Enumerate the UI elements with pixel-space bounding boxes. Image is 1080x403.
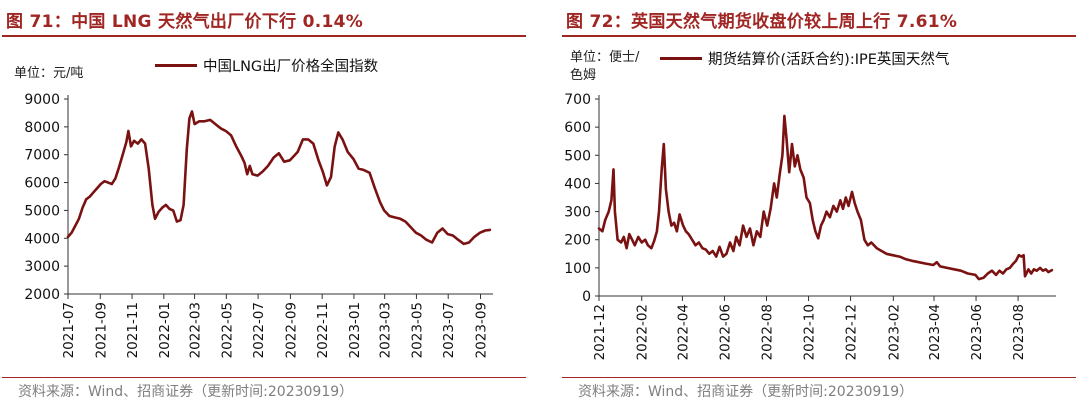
series-line [66,110,492,246]
x-tick-label: 2023-02 [886,304,902,360]
x-tick-label: 2023-07 [441,302,457,358]
unit-label-line1: 单位：便士/ [570,50,640,65]
y-tick-label: 300 [564,205,591,221]
chart-title: 图 72：英国天然气期货收盘价较上周上行 7.61% [566,12,958,32]
y-tick-label: 9000 [24,92,60,108]
chart-panel-lng: 图 71：中国 LNG 天然气出厂价下行 0.14% 单位：元/吨 中国LNG出… [0,0,530,403]
x-tick-label: 2022-09 [283,302,299,358]
y-tick-label: 3000 [24,259,60,275]
y-tick-label: 8000 [24,120,60,136]
legend-label: 中国LNG出厂价格全国指数 [203,59,379,75]
x-tick-label: 2023-05 [409,302,425,358]
line-chart: 2000 3000 4000 5000 6000 7000 8000 9000 2021-07 2… [24,92,493,358]
x-tick-label: 2021-12 [592,304,608,360]
y-tick-label: 200 [564,233,591,249]
x-tick-label: 2023-04 [927,304,943,360]
x-tick-label: 2023-03 [378,302,394,358]
x-tick-label: 2022-06 [717,304,733,360]
x-tick-label: 2022-03 [188,302,204,358]
x-tick-label: 2022-07 [251,302,267,358]
series-line [597,114,1054,281]
x-tick-label: 2022-11 [315,302,331,358]
x-tick-label: 2022-10 [802,304,818,360]
y-tick-label: 7000 [24,148,60,164]
y-tick-label: 700 [564,92,591,108]
y-tick-label: 400 [564,176,591,192]
x-tick-label: 2022-05 [219,302,235,358]
title-rule [2,35,526,37]
legend-label: 期货结算价(活跃合约):IPE英国天然气 [708,52,950,68]
x-tick-label: 2021-09 [93,302,109,358]
x-tick-label: 2023-09 [474,302,490,358]
y-tick-label: 0 [582,289,591,305]
y-tick-label: 100 [564,261,591,277]
chart-panel-ipe: 图 72：英国天然气期货收盘价较上周上行 7.61% 单位：便士/ 色姆 期货结… [560,0,1080,403]
y-tick-label: 5000 [24,203,60,219]
y-tick-label: 4000 [24,231,60,247]
x-tick-label: 2022-12 [844,304,860,360]
chart-title: 图 71：中国 LNG 天然气出厂价下行 0.14% [6,12,364,32]
unit-label-line2: 色姆 [570,68,597,83]
x-tick-label: 2023-01 [347,302,363,358]
legend-swatch [155,64,197,67]
line-chart: 0 100 200 300 400 500 600 700 2021-12 2022-02 2022… [564,92,1056,360]
legend-swatch [660,57,702,60]
legend: 期货结算价(活跃合约):IPE英国天然气 [660,48,949,69]
x-tick-label: 2023-06 [969,304,985,360]
unit-label: 单位：元/吨 [14,66,84,81]
y-tick-label: 6000 [24,176,60,192]
x-tick-label: 2021-07 [61,302,77,358]
source-rule [562,377,1076,378]
source-note: 资料来源：Wind、招商证券（更新时间:20230919） [578,384,914,400]
x-tick-label: 2022-08 [759,304,775,360]
title-rule [562,35,1076,37]
x-tick-label: 2023-08 [1011,304,1027,360]
x-tick-label: 2022-04 [675,304,691,360]
y-tick-label: 500 [564,148,591,164]
source-note: 资料来源：Wind、招商证券（更新时间:20230919） [18,384,354,400]
source-rule [2,377,526,378]
y-tick-label: 2000 [24,287,60,303]
x-tick-label: 2021-11 [125,302,141,358]
x-tick-label: 2022-01 [157,302,173,358]
y-tick-label: 600 [564,120,591,136]
x-tick-label: 2022-02 [635,304,651,360]
legend: 中国LNG出厂价格全国指数 [155,55,378,76]
